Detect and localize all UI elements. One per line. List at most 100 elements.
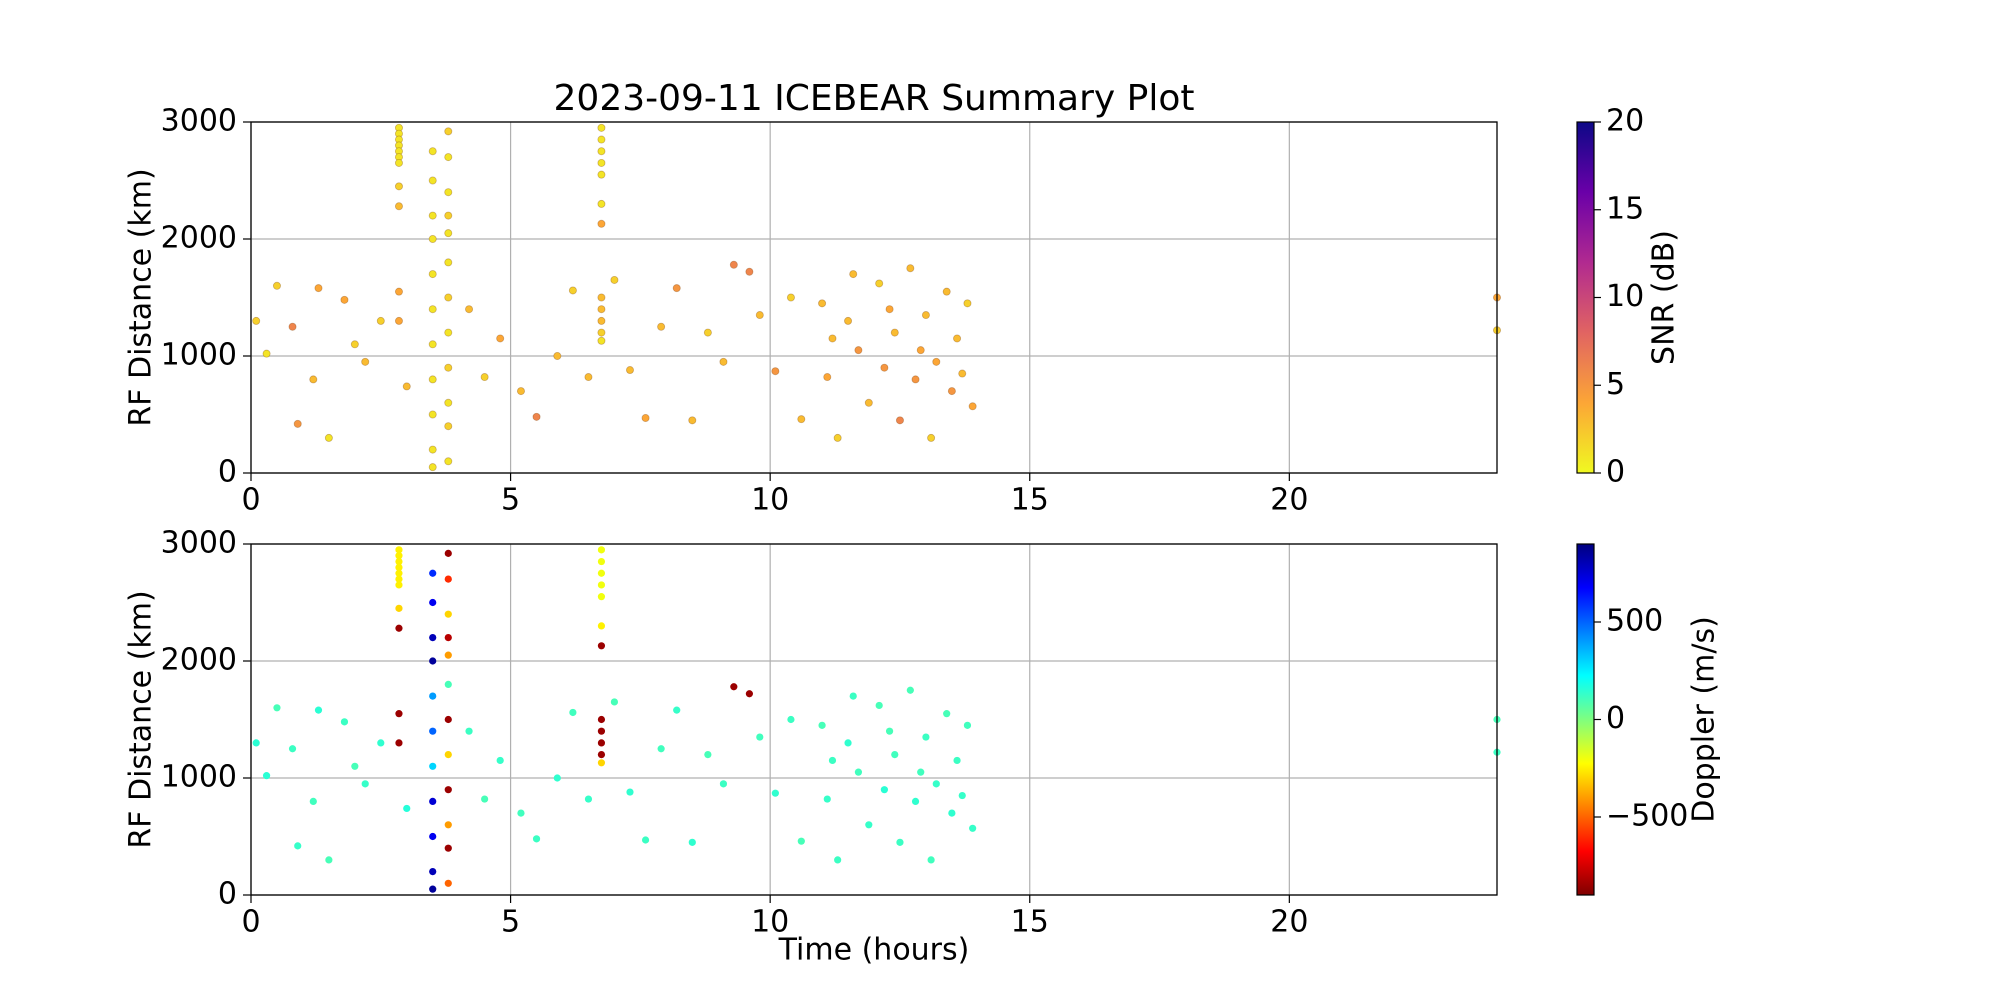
data-point: [891, 751, 899, 759]
data-point: [641, 836, 650, 844]
data-point: [597, 739, 606, 747]
data-point: [444, 549, 452, 557]
data-point: [532, 412, 541, 421]
data-point: [428, 375, 437, 384]
data-point: [942, 287, 951, 296]
data-point: [906, 264, 915, 273]
data-point: [262, 349, 271, 358]
data-point: [818, 299, 827, 308]
data-point: [395, 546, 403, 554]
y-tick-label: 0: [218, 455, 237, 490]
data-point: [376, 316, 385, 325]
data-point: [597, 759, 606, 767]
data-point: [444, 575, 452, 583]
data-point: [272, 281, 281, 290]
data-point: [340, 295, 349, 304]
data-point: [673, 706, 681, 714]
data-point: [273, 704, 281, 712]
data-point: [394, 316, 403, 325]
data-point: [896, 838, 904, 846]
y-tick-label: 1000: [161, 338, 237, 373]
data-point: [465, 305, 474, 314]
data-point: [597, 219, 606, 228]
data-point: [719, 780, 728, 788]
colorbar-tick-label: −500: [1606, 799, 1688, 834]
data-point: [927, 856, 935, 864]
y-tick-label: 1000: [161, 760, 237, 795]
data-point: [351, 762, 359, 770]
data-point: [429, 762, 437, 770]
data-point: [444, 844, 452, 852]
data-point: [481, 795, 489, 803]
data-point: [444, 715, 452, 724]
data-point: [885, 305, 894, 314]
data-point: [597, 622, 606, 630]
data-point: [921, 311, 930, 320]
data-point: [444, 229, 453, 238]
y-tick-label: 0: [218, 877, 237, 912]
data-point: [325, 856, 333, 864]
data-point: [745, 690, 754, 698]
data-point: [844, 739, 852, 747]
data-point: [428, 176, 437, 185]
data-point: [880, 786, 888, 794]
data-point: [823, 795, 831, 803]
data-point: [943, 710, 951, 718]
data-point: [854, 768, 863, 776]
colorbar-tick-label: 5: [1606, 367, 1625, 402]
data-point: [429, 868, 437, 876]
data-point: [895, 416, 904, 425]
data-point: [597, 328, 606, 337]
data-point: [309, 797, 317, 806]
y-axis-label: RF Distance (km): [124, 168, 159, 426]
data-point: [844, 316, 853, 325]
chart-title: 2023-09-11 ICEBEAR Summary Plot: [554, 78, 1195, 119]
data-point: [429, 598, 437, 607]
data-point: [730, 683, 738, 691]
colorbar-tick-label: 20: [1606, 104, 1644, 139]
data-point: [947, 387, 956, 396]
x-tick-label: 10: [751, 905, 789, 940]
data-point: [428, 340, 437, 349]
data-point: [597, 569, 606, 577]
data-point: [444, 680, 452, 689]
colorbar: [1576, 121, 1595, 474]
data-point: [797, 837, 805, 845]
data-point: [428, 234, 437, 243]
x-tick-label: 5: [501, 905, 520, 940]
data-point: [532, 835, 541, 843]
data-point: [597, 546, 606, 554]
data-point: [875, 279, 884, 288]
data-point: [597, 170, 606, 179]
data-point: [340, 718, 349, 726]
colorbar-tick-label: 500: [1606, 604, 1663, 639]
data-point: [429, 657, 437, 665]
data-point: [963, 721, 972, 729]
data-point: [444, 293, 453, 302]
data-point: [395, 575, 403, 583]
data-point: [394, 158, 403, 167]
data-point: [597, 135, 606, 144]
data-point: [953, 334, 962, 343]
data-point: [428, 211, 437, 220]
colorbar-tick-label: 0: [1606, 455, 1625, 490]
data-point: [885, 727, 894, 735]
data-point: [672, 284, 681, 293]
data-point: [516, 387, 525, 396]
data-point: [314, 284, 323, 293]
data-point: [361, 357, 370, 366]
data-point: [968, 402, 977, 411]
data-point: [657, 745, 665, 753]
data-point: [288, 322, 297, 331]
data-point: [833, 433, 842, 442]
data-point: [294, 842, 302, 850]
data-point: [625, 366, 634, 375]
data-point: [444, 153, 453, 162]
data-point: [597, 293, 606, 302]
data-point: [828, 334, 837, 343]
data-point: [429, 634, 437, 642]
colorbar-tick-label: 0: [1606, 701, 1625, 736]
data-point: [932, 780, 940, 788]
data-point: [828, 756, 837, 765]
